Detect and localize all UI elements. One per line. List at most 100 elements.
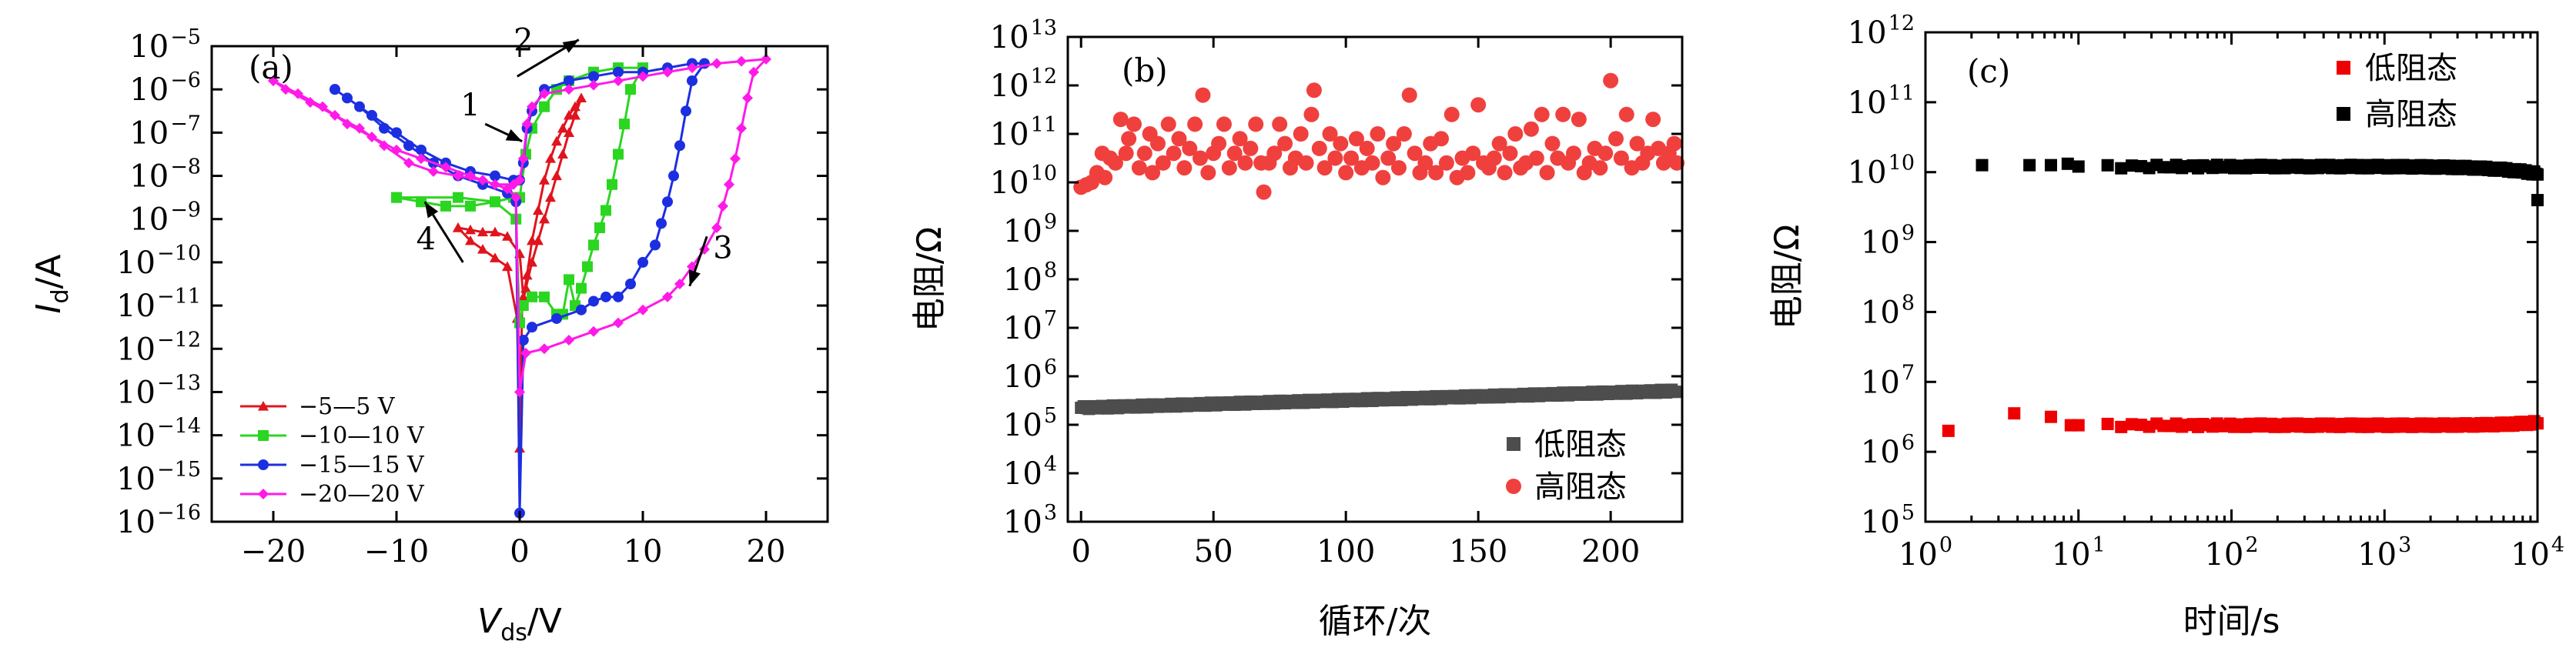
data-point: [724, 179, 734, 190]
data-point: [416, 196, 427, 208]
data-point: [687, 75, 698, 86]
y-tick-label-base: 10: [990, 20, 1029, 55]
data-point: [465, 235, 476, 245]
y-axis-title-unit: /A: [29, 255, 69, 289]
y-tick-label: 10 10: [990, 162, 1057, 201]
legend-marker: [2337, 107, 2350, 121]
data-point: [1534, 106, 1550, 122]
data-point: [601, 291, 611, 302]
y-tick-label-base: 10: [116, 289, 156, 324]
data-point: [588, 79, 599, 91]
series-b-high: [1073, 72, 1685, 200]
data-point: [1528, 150, 1544, 166]
data-point: [656, 218, 667, 229]
legend-label: 高阻态: [2365, 97, 2457, 132]
x-axis-title-sub: ds: [500, 619, 527, 646]
data-point: [403, 157, 414, 169]
data-point: [650, 239, 661, 251]
data-point: [416, 144, 427, 155]
data-point: [662, 66, 673, 78]
legend-marker: [1507, 437, 1521, 451]
y-axis-title-sub: d: [47, 289, 74, 303]
y-axis-title: 电阻/Ω: [1768, 225, 1807, 329]
x-tick-label: 10 1: [2052, 533, 2106, 573]
y-tick-label: 10 5: [1003, 404, 1057, 443]
data-point: [1942, 424, 1955, 437]
data-point: [490, 252, 500, 262]
data-point: [2072, 160, 2085, 173]
y-tick-label-base: 10: [129, 202, 169, 238]
x-tick-label: 0: [1071, 534, 1090, 569]
data-point: [1160, 116, 1176, 132]
y-tick-label: 10 11: [1848, 82, 1915, 121]
data-point: [1136, 145, 1153, 162]
data-point: [440, 162, 451, 173]
y-tick-label-exp: −16: [157, 501, 201, 525]
data-point: [637, 304, 648, 315]
y-tick-label-base: 10: [990, 68, 1029, 104]
data-point: [416, 153, 427, 165]
data-point: [354, 101, 365, 112]
data-point: [391, 192, 402, 203]
data-point: [527, 322, 537, 333]
data-point: [517, 291, 529, 302]
y-tick-label-exp: −11: [157, 285, 201, 309]
data-point: [1407, 145, 1423, 162]
data-point: [545, 192, 556, 202]
series-a-2: [391, 62, 648, 329]
data-point: [477, 226, 488, 237]
y-tick-label: 10 4: [1003, 452, 1057, 492]
y-tick-label-base: 10: [1003, 262, 1042, 298]
y-tick-label: 10 −10: [116, 242, 201, 281]
data-point: [736, 122, 747, 134]
data-point: [588, 71, 599, 82]
series-a-3: [330, 58, 710, 519]
data-point: [613, 149, 624, 160]
legend-label: 低阻态: [1534, 427, 1627, 462]
data-point: [403, 140, 414, 152]
y-tick-label-exp: 6: [1044, 356, 1057, 379]
y-tick-label-base: 10: [1848, 85, 1887, 121]
data-point: [490, 226, 500, 237]
data-point: [539, 101, 550, 112]
data-point: [588, 295, 599, 307]
data-point: [718, 200, 728, 212]
data-point: [1571, 112, 1587, 128]
y-tick-label: 10 8: [1861, 291, 1915, 330]
data-point: [490, 170, 500, 182]
data-point: [539, 213, 550, 224]
data-point: [1097, 169, 1113, 185]
data-point: [564, 127, 574, 137]
y-tick-label-base: 10: [129, 115, 169, 151]
y-tick-label-exp: −15: [157, 458, 201, 482]
legend-marker: [258, 430, 269, 441]
data-point: [510, 192, 522, 203]
data-point: [527, 101, 537, 112]
data-point: [594, 222, 605, 233]
x-tick-label-base: 10: [2204, 537, 2243, 573]
y-tick-label-exp: −12: [157, 328, 201, 352]
data-point: [711, 222, 722, 233]
data-point: [1266, 145, 1283, 162]
x-tick-label: −20: [241, 534, 306, 569]
data-point: [1343, 150, 1360, 166]
data-point: [533, 235, 544, 245]
y-tick-label-base: 10: [1003, 214, 1042, 249]
data-point: [1187, 116, 1203, 132]
annotation-label: 2: [514, 23, 533, 58]
data-point: [465, 224, 476, 235]
x-tick-label-exp: 3: [2398, 533, 2411, 557]
y-tick-label-exp: −9: [170, 199, 201, 222]
data-point: [490, 179, 500, 190]
y-tick-label: 10 −5: [129, 25, 201, 65]
y-tick-label: 10 −8: [129, 155, 201, 195]
data-point: [576, 282, 587, 294]
data-point: [557, 122, 568, 133]
data-point: [662, 196, 673, 208]
data-point: [502, 231, 513, 241]
data-point: [1370, 126, 1386, 142]
x-axis-title: 时间/s: [2183, 602, 2280, 641]
